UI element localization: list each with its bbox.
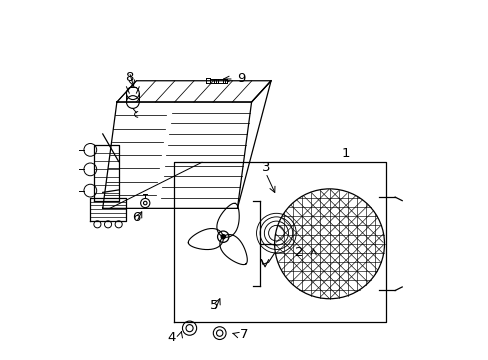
- Text: 9: 9: [236, 72, 244, 85]
- Text: 4: 4: [167, 331, 176, 344]
- Text: 7: 7: [240, 328, 248, 341]
- Text: 2: 2: [295, 246, 303, 259]
- Text: 3: 3: [261, 161, 269, 174]
- Text: 8: 8: [125, 71, 133, 84]
- Text: 6: 6: [132, 211, 140, 224]
- Circle shape: [221, 235, 225, 239]
- Circle shape: [217, 231, 228, 242]
- Text: 5: 5: [210, 299, 218, 312]
- Text: 1: 1: [341, 147, 349, 160]
